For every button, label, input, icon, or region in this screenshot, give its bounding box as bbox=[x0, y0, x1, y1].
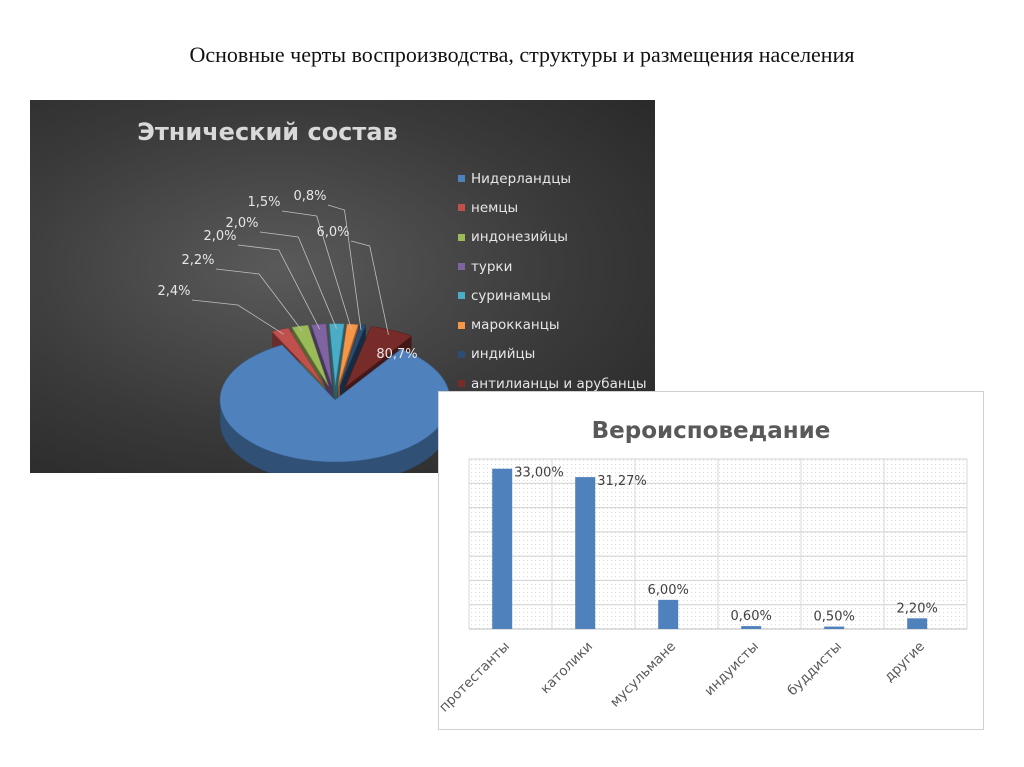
pie-legend-label: марокканцы bbox=[471, 317, 560, 334]
pie-slice-3 bbox=[310, 323, 333, 386]
pie-legend-label: индийцы bbox=[471, 346, 536, 363]
pie-slice-1 bbox=[271, 327, 326, 388]
pie-leader-line-2 bbox=[215, 268, 303, 332]
pie-slice-0 bbox=[219, 344, 451, 463]
pie-legend-label: суринамцы bbox=[471, 287, 551, 304]
pie-leader-line-7 bbox=[350, 240, 389, 335]
bar-2 bbox=[658, 599, 679, 629]
bar-data-label-5: 2,20% bbox=[897, 601, 938, 616]
pie-data-label-7: 6,0% bbox=[316, 225, 349, 240]
legend-swatch-icon bbox=[458, 263, 465, 271]
legend-swatch-icon bbox=[458, 204, 465, 212]
bar-4 bbox=[824, 626, 845, 629]
pie-data-label-2: 2,2% bbox=[181, 253, 214, 268]
pie-slice-side-4 bbox=[329, 323, 345, 408]
pie-legend-item: антилианцы и арубанцы bbox=[458, 369, 647, 398]
pie-legend-item: турки bbox=[458, 252, 647, 281]
pie-legend-item: немцы bbox=[458, 193, 647, 222]
pie-slice-4 bbox=[328, 323, 345, 386]
bar-0 bbox=[492, 468, 513, 629]
pie-data-label-6: 0,8% bbox=[293, 189, 326, 204]
pie-leader-line-3 bbox=[237, 244, 321, 330]
pie-slice-2 bbox=[291, 324, 329, 387]
pie-legend-item: суринамцы bbox=[458, 281, 647, 310]
slide-title: Основные черты воспроизводства, структур… bbox=[189, 42, 855, 67]
bar-3 bbox=[741, 626, 762, 629]
pie-leader-line-6 bbox=[327, 204, 362, 331]
bar-5 bbox=[907, 618, 928, 629]
religion-bar-chart: 33,00% протестанты 31,27% католики 6,00% мусу… bbox=[438, 391, 984, 730]
bar-data-label-0: 33,00% bbox=[514, 466, 564, 481]
bar-data-label-2: 6,00% bbox=[648, 583, 689, 598]
legend-swatch-icon bbox=[458, 321, 465, 329]
bar-data-label-4: 0,50% bbox=[814, 610, 855, 625]
pie-slice-5 bbox=[337, 323, 359, 386]
pie-data-label-0: 80,7% bbox=[376, 347, 417, 362]
bar-category-label-2: мусульмане bbox=[607, 639, 679, 711]
pie-legend: Нидерландцы немцы индонезийцы турки суринамц… bbox=[458, 164, 647, 398]
legend-swatch-icon bbox=[458, 350, 465, 358]
pie-chart-title: Этнический состав bbox=[137, 118, 398, 146]
pie-legend-item: марокканцы bbox=[458, 310, 647, 339]
pie-legend-label: антилианцы и арубанцы bbox=[471, 375, 647, 392]
bar-category-label-0: протестанты bbox=[439, 639, 513, 716]
pie-plot-area: 80,7% 2,4% 2,2% 2,0%2,0% 1,5% 0,8% 6,0% bbox=[157, 189, 451, 473]
pie-data-label-1: 2,4% bbox=[157, 284, 190, 299]
bar-data-label-1: 31,27% bbox=[597, 474, 647, 489]
pie-legend-item: индийцы bbox=[458, 340, 647, 369]
pie-legend-item: индонезийцы bbox=[458, 223, 647, 252]
bar-category-label-4: буддисты bbox=[784, 639, 845, 700]
legend-swatch-icon bbox=[458, 380, 465, 388]
bar-category-label-3: индуисты bbox=[701, 639, 762, 700]
pie-legend-label: Нидерландцы bbox=[471, 170, 572, 187]
pie-data-label-4: 2,0% bbox=[225, 216, 258, 231]
pie-legend-item: Нидерландцы bbox=[458, 164, 647, 193]
legend-swatch-icon bbox=[458, 233, 465, 241]
bar-data-label-3: 0,60% bbox=[731, 609, 772, 624]
pie-legend-label: немцы bbox=[471, 199, 519, 216]
pie-legend-label: турки bbox=[471, 258, 513, 275]
pie-data-label-5: 1,5% bbox=[247, 195, 280, 210]
bar-category-label-1: католики bbox=[537, 639, 596, 698]
bar-plot-area: 33,00% протестанты 31,27% католики 6,00% мусу… bbox=[439, 458, 968, 716]
pie-legend-label: индонезийцы bbox=[471, 229, 568, 246]
pie-data-label-3: 2,0% bbox=[203, 229, 236, 244]
bar-category-label-5: другие bbox=[881, 639, 928, 686]
bar-chart-title: Вероисповедание bbox=[591, 418, 831, 444]
legend-swatch-icon bbox=[458, 292, 465, 300]
pie-leader-line-5 bbox=[281, 210, 352, 330]
legend-swatch-icon bbox=[458, 175, 465, 183]
pie-leader-line-4 bbox=[259, 231, 337, 329]
bar-1 bbox=[575, 477, 596, 629]
pie-slice-7 bbox=[344, 326, 413, 388]
ethnic-pie-chart: 80,7% 2,4% 2,2% 2,0% 2,0% 1,5% 0,8% 6,0% Этниче… bbox=[30, 100, 655, 473]
pie-leader-line-1 bbox=[191, 299, 284, 335]
